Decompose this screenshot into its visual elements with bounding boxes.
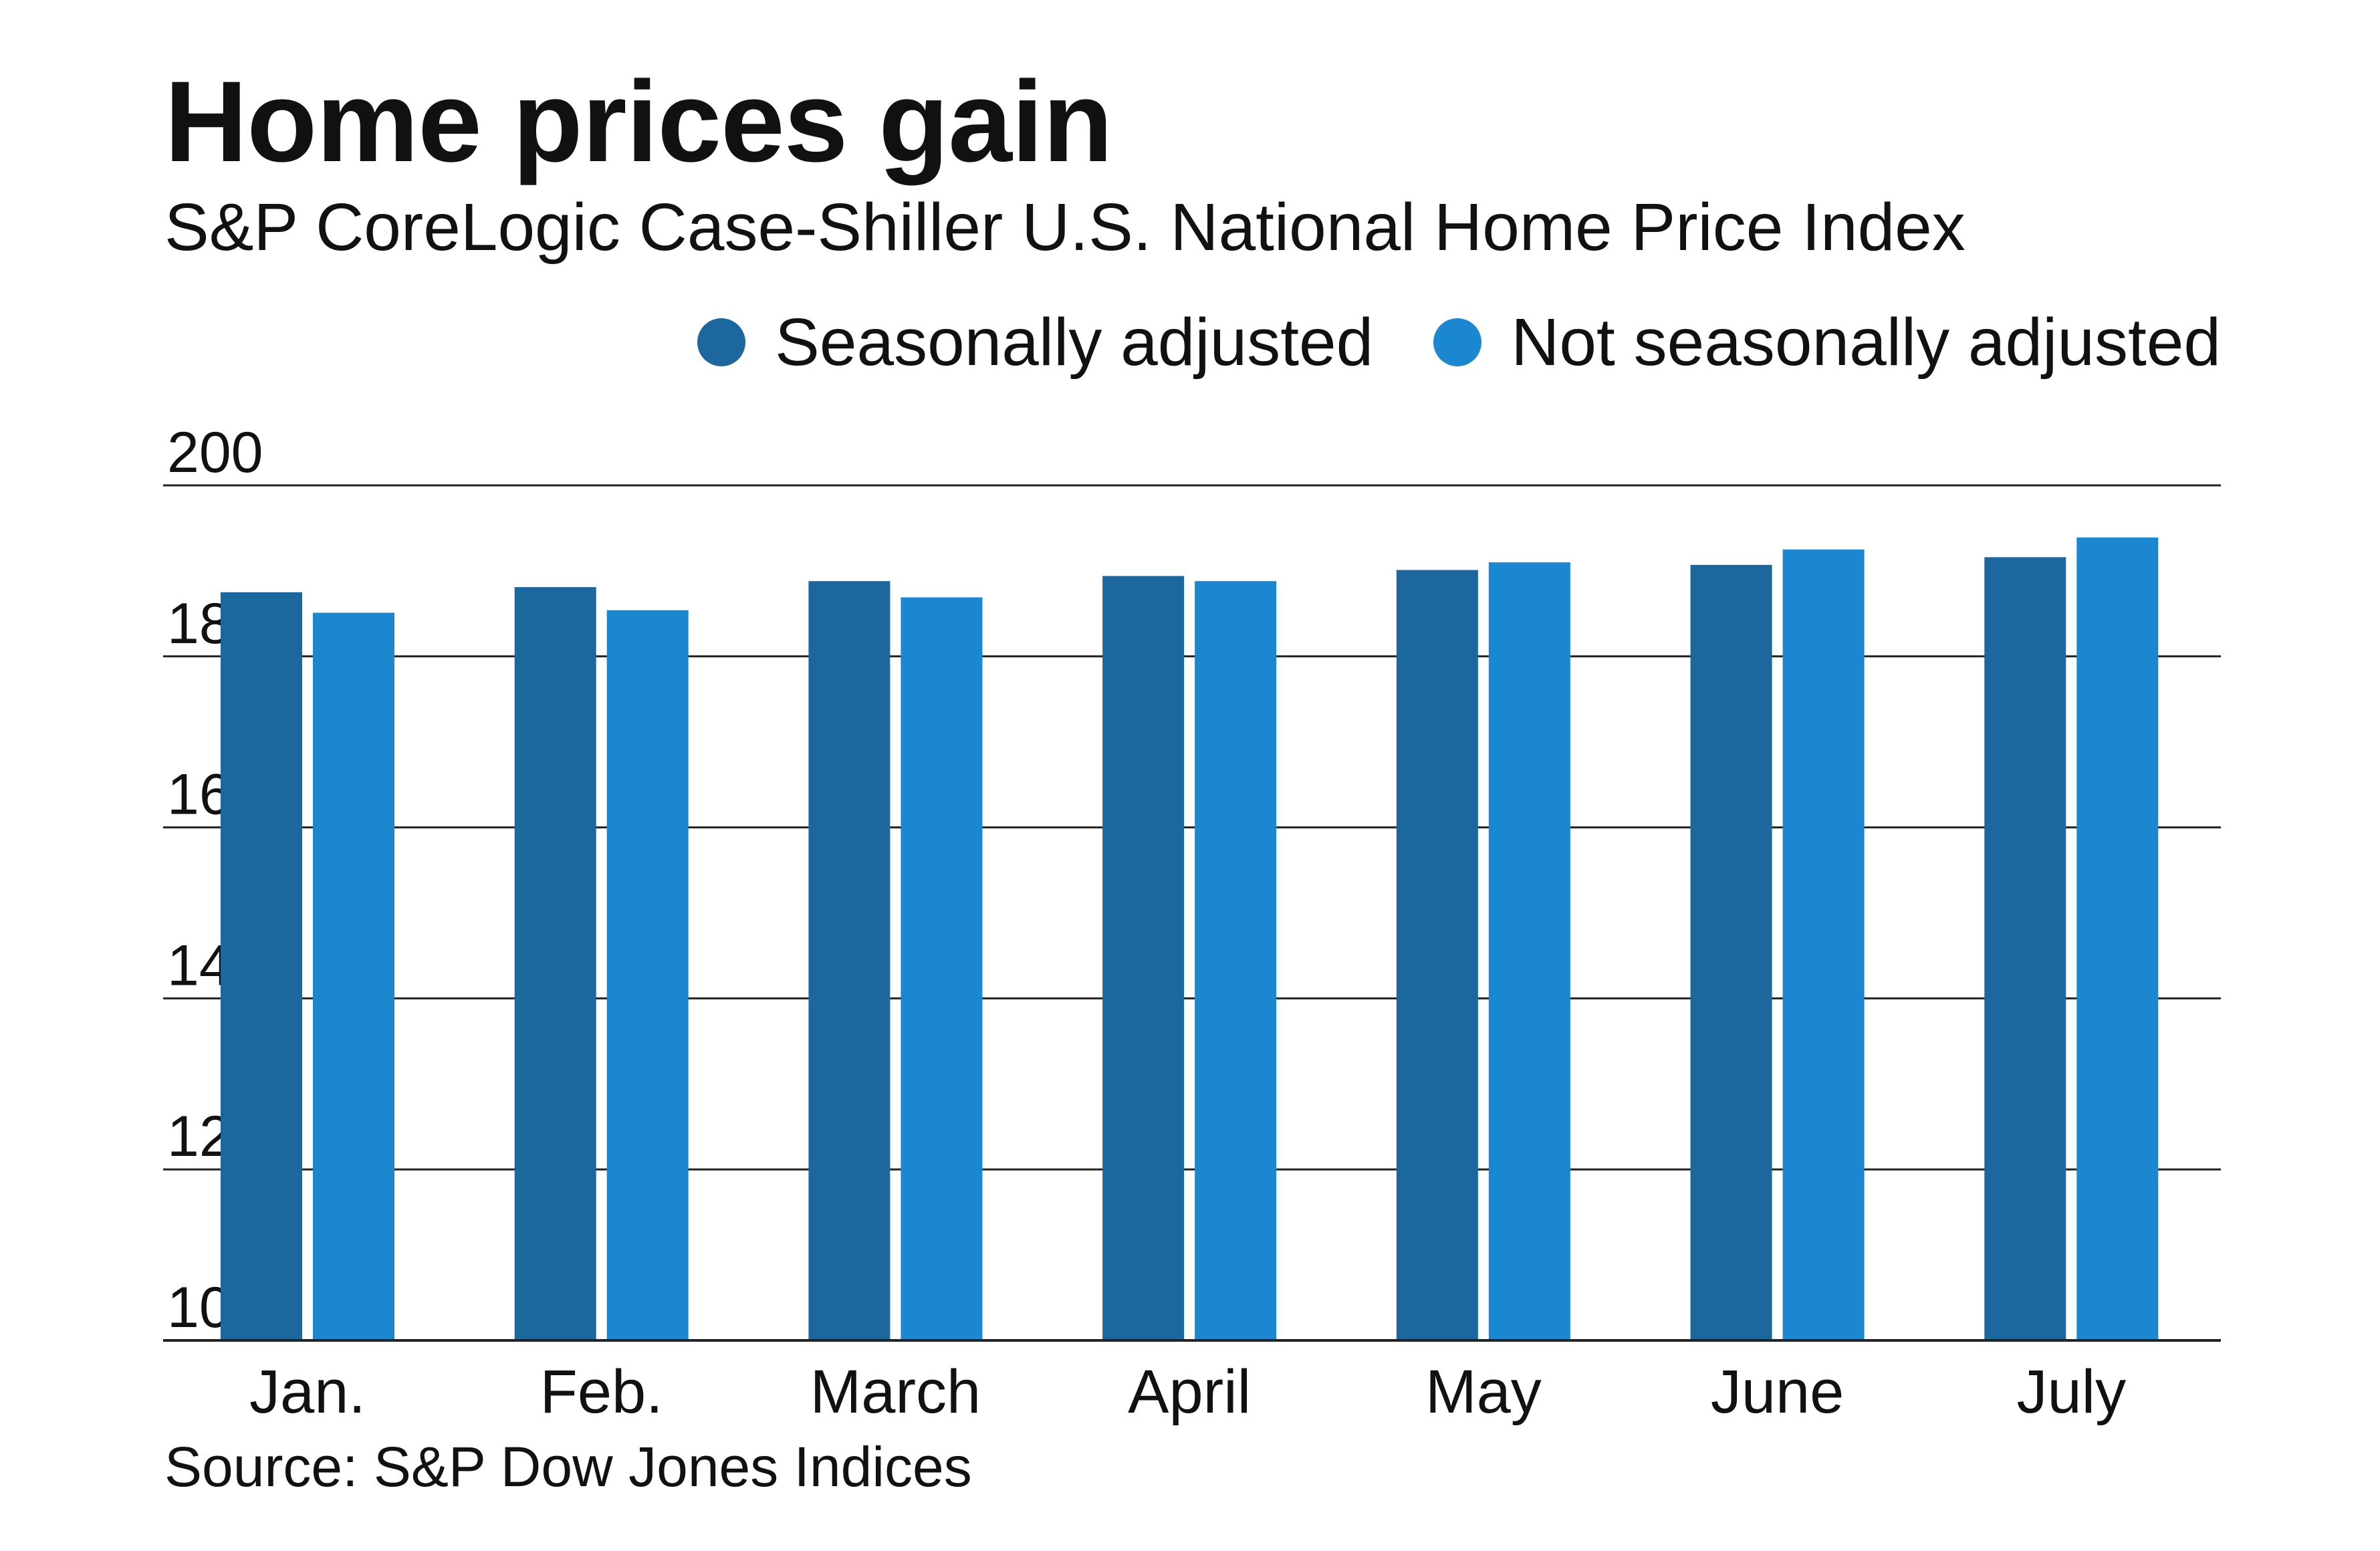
bar-seasonally-adjusted-4 xyxy=(1396,570,1478,1340)
legend-swatch-not-seasonally-adjusted xyxy=(1433,318,1482,366)
legend-label-not-seasonally-adjusted: Not seasonally adjusted xyxy=(1511,305,2221,380)
x-tick-label-5: June xyxy=(1711,1358,1844,1426)
bar-not-seasonally-adjusted-4 xyxy=(1488,562,1570,1340)
legend-item-seasonally-adjusted: Seasonally adjusted xyxy=(697,309,1373,376)
x-tick-label-1: Feb. xyxy=(540,1358,663,1426)
legend: Seasonally adjusted Not seasonally adjus… xyxy=(697,309,2221,376)
x-tick-label-4: May xyxy=(1425,1358,1542,1426)
x-tick-label-6: July xyxy=(2016,1358,2126,1426)
bar-not-seasonally-adjusted-2 xyxy=(901,597,983,1340)
bar-seasonally-adjusted-3 xyxy=(1102,576,1185,1340)
legend-label-seasonally-adjusted: Seasonally adjusted xyxy=(775,305,1374,380)
chart-title: Home prices gain xyxy=(164,57,1113,186)
legend-item-not-seasonally-adjusted: Not seasonally adjusted xyxy=(1433,309,2221,376)
legend-swatch-seasonally-adjusted xyxy=(697,318,746,366)
chart-subtitle: S&P CoreLogic Case-Shiller U.S. National… xyxy=(164,190,1966,265)
bar-seasonally-adjusted-5 xyxy=(1690,564,1772,1340)
x-tick-label-3: April xyxy=(1128,1358,1251,1426)
bar-seasonally-adjusted-0 xyxy=(221,592,302,1340)
x-tick-label-2: March xyxy=(810,1358,981,1426)
bar-not-seasonally-adjusted-3 xyxy=(1195,581,1277,1340)
source-note: Source: S&P Dow Jones Indices xyxy=(164,1435,972,1498)
bar-not-seasonally-adjusted-1 xyxy=(606,610,689,1340)
bar-seasonally-adjusted-1 xyxy=(514,587,596,1341)
bar-not-seasonally-adjusted-0 xyxy=(313,612,394,1340)
bar-seasonally-adjusted-6 xyxy=(1984,557,2066,1340)
bar-not-seasonally-adjusted-6 xyxy=(2076,538,2159,1340)
bar-not-seasonally-adjusted-5 xyxy=(1782,549,1865,1340)
y-tick-label-200: 200 xyxy=(167,421,263,485)
bar-seasonally-adjusted-2 xyxy=(808,581,890,1340)
x-tick-label-0: Jan. xyxy=(249,1358,366,1426)
